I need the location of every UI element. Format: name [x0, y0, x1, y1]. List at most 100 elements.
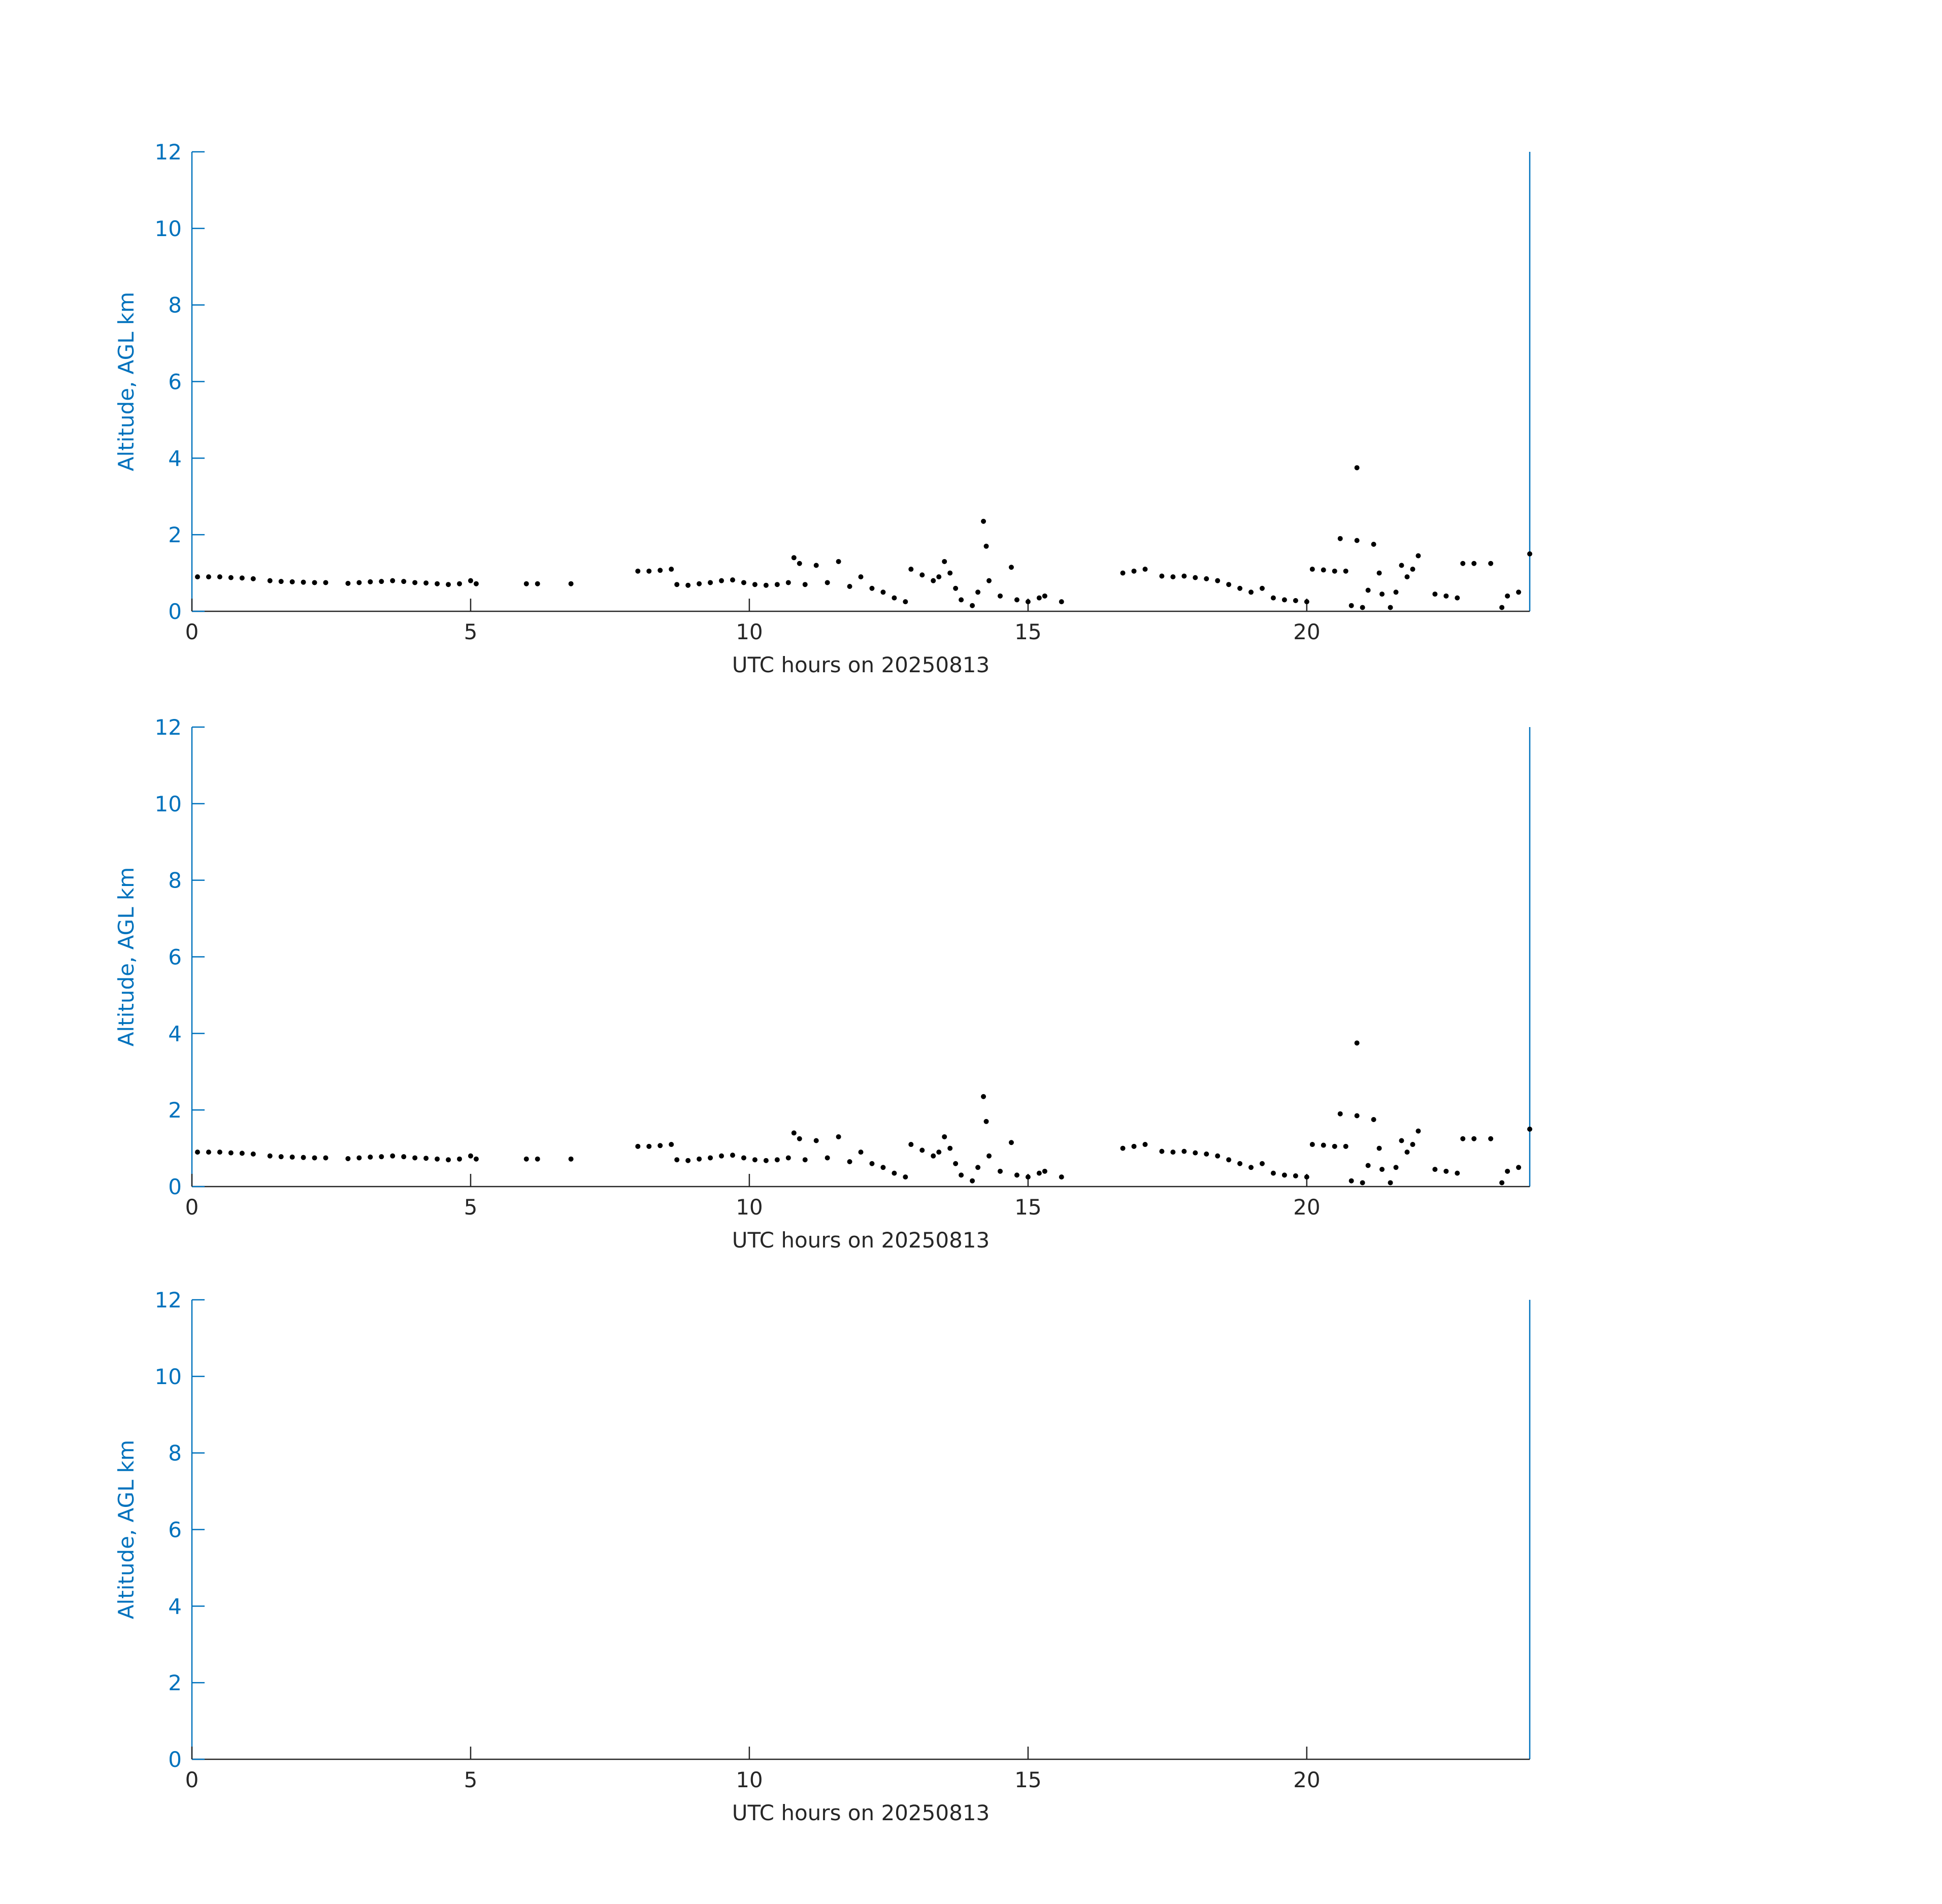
y-axis-label: Altitude, AGL km: [114, 1440, 139, 1619]
data-point: [953, 1161, 959, 1166]
data-point: [1443, 593, 1449, 599]
data-point: [919, 572, 925, 578]
data-point: [401, 579, 407, 584]
data-point: [1008, 565, 1014, 570]
data-point: [1360, 605, 1365, 610]
data-point: [1260, 585, 1265, 591]
data-point: [368, 1154, 373, 1160]
data-point: [1516, 589, 1522, 595]
y-tick-label: 2: [168, 1098, 182, 1123]
data-point: [1142, 1142, 1148, 1147]
data-point: [774, 582, 780, 587]
data-point: [1343, 1143, 1348, 1149]
data-point: [763, 1158, 769, 1163]
data-point: [401, 1154, 407, 1160]
data-point: [228, 575, 234, 580]
data-point: [1059, 599, 1064, 605]
data-point: [1460, 561, 1466, 566]
data-point: [975, 1165, 981, 1170]
data-point: [435, 1156, 440, 1162]
data-point: [931, 1153, 936, 1159]
y-tick-label: 12: [155, 715, 182, 740]
data-point: [635, 568, 641, 574]
data-point: [228, 1150, 234, 1156]
data-point: [194, 1150, 200, 1155]
data-point: [1036, 1170, 1042, 1176]
data-point: [1042, 1168, 1047, 1174]
data-point: [312, 580, 317, 585]
data-point: [975, 589, 981, 595]
data-point: [568, 581, 574, 586]
data-point: [1432, 592, 1438, 597]
data-point: [741, 1155, 746, 1161]
data-point: [1505, 1168, 1510, 1174]
x-tick-label: 10: [736, 1195, 763, 1220]
data-point: [791, 1130, 797, 1136]
data-point: [1388, 1180, 1393, 1186]
data-point: [1120, 570, 1126, 576]
data-point: [1321, 567, 1326, 573]
x-tick-label: 20: [1293, 619, 1320, 644]
data-point: [1365, 1163, 1371, 1168]
data-point: [892, 595, 897, 601]
x-tick-label: 15: [1014, 1767, 1041, 1792]
data-point: [1025, 1174, 1031, 1180]
data-point: [356, 1155, 362, 1161]
data-point: [697, 1156, 702, 1162]
data-point: [1204, 576, 1209, 581]
x-tick-label: 10: [736, 619, 763, 644]
data-point: [1159, 1148, 1165, 1154]
data-point: [1120, 1145, 1126, 1151]
data-point: [1237, 1161, 1243, 1166]
data-point: [1014, 597, 1019, 603]
data-point: [635, 1143, 641, 1149]
data-point: [1170, 1150, 1176, 1155]
data-point: [802, 582, 808, 587]
y-tick-label: 12: [155, 140, 182, 165]
data-point: [1516, 1165, 1522, 1170]
data-point: [869, 1161, 875, 1166]
x-tick-label: 0: [185, 1767, 199, 1792]
data-point: [206, 574, 211, 580]
data-point: [774, 1157, 780, 1163]
data-point: [825, 580, 830, 585]
data-point: [267, 1153, 273, 1159]
data-point: [379, 1154, 384, 1160]
data-point: [523, 1156, 529, 1162]
data-point: [1527, 551, 1532, 556]
data-point: [825, 1155, 830, 1161]
data-point: [763, 582, 769, 588]
data-point: [1248, 589, 1254, 595]
data-point: [880, 589, 886, 595]
data-point: [267, 578, 273, 583]
data-point: [390, 578, 396, 583]
data-point: [446, 582, 451, 587]
data-point: [936, 1150, 942, 1155]
x-tick-label: 0: [185, 1195, 199, 1220]
data-point: [1260, 1161, 1265, 1166]
data-point: [1354, 465, 1360, 471]
data-point: [1460, 1136, 1466, 1141]
data-point: [535, 581, 540, 586]
data-point: [1337, 536, 1343, 541]
data-point: [1248, 1165, 1254, 1170]
data-point: [708, 580, 713, 585]
y-tick-label: 12: [155, 1288, 182, 1312]
data-point: [981, 1094, 986, 1099]
data-point: [239, 575, 245, 581]
data-point: [1416, 553, 1421, 559]
data-point: [719, 578, 725, 583]
data-point: [423, 580, 429, 586]
y-axis-label: Altitude, AGL km: [114, 292, 139, 471]
data-point: [869, 585, 875, 591]
data-point: [880, 1165, 886, 1170]
data-point: [1321, 1142, 1326, 1148]
data-point: [1215, 1153, 1221, 1159]
data-point: [1337, 1111, 1343, 1117]
y-tick-label: 6: [168, 1518, 182, 1542]
data-point: [468, 1153, 473, 1159]
data-point: [752, 582, 758, 587]
data-point: [685, 582, 691, 588]
data-point: [674, 1157, 680, 1163]
